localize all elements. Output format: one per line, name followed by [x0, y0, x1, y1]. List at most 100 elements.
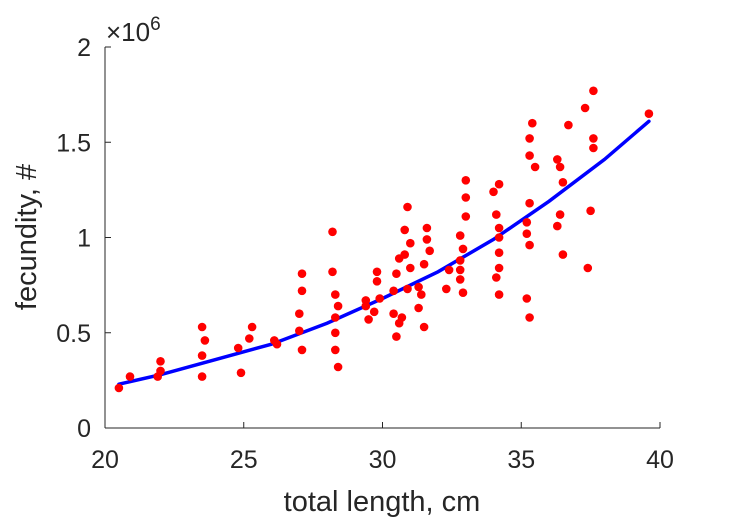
- data-point: [494, 248, 504, 257]
- data-point: [455, 256, 465, 265]
- y-tick-label: 1.5: [56, 129, 91, 157]
- y-tick-label: 1: [77, 225, 91, 253]
- axes: [104, 47, 660, 429]
- data-point: [272, 339, 282, 349]
- data-point: [461, 176, 471, 185]
- data-point: [422, 235, 432, 244]
- data-point: [492, 273, 501, 282]
- data-point: [333, 362, 343, 372]
- data-point: [525, 134, 534, 143]
- data-point: [406, 263, 415, 273]
- x-tick-label: 20: [91, 446, 119, 474]
- data-point: [331, 313, 340, 322]
- data-point: [369, 307, 379, 317]
- data-point: [553, 221, 562, 231]
- data-point: [156, 357, 165, 366]
- data-point: [245, 334, 254, 343]
- data-point: [444, 265, 454, 275]
- data-point: [414, 282, 423, 292]
- y-tick-label: 2: [77, 34, 91, 62]
- data-point: [295, 309, 304, 319]
- data-point: [494, 179, 504, 189]
- data-point: [525, 151, 534, 160]
- data-point: [233, 343, 243, 353]
- data-point: [458, 244, 468, 254]
- data-point: [328, 267, 337, 277]
- data-point: [403, 284, 412, 294]
- y-exponent: 6: [150, 14, 161, 35]
- data-point: [297, 286, 307, 296]
- data-point: [530, 162, 540, 172]
- data-point: [644, 109, 654, 118]
- data-point: [555, 162, 565, 172]
- data-point: [455, 231, 465, 240]
- data-point: [553, 155, 562, 164]
- data-point: [589, 86, 598, 96]
- y-ticks: 0 0.5 1 1.5 2: [56, 34, 111, 443]
- x-axis-label: total length, cm: [284, 486, 481, 518]
- data-point: [558, 178, 568, 187]
- data-point: [494, 223, 504, 233]
- data-point: [197, 351, 207, 360]
- data-point: [400, 225, 410, 235]
- data-point: [403, 202, 412, 212]
- data-point: [522, 294, 532, 303]
- data-point: [197, 322, 207, 332]
- data-point: [461, 193, 471, 202]
- data-point: [372, 267, 382, 277]
- data-point: [333, 301, 343, 311]
- data-point: [236, 368, 246, 378]
- data-point: [461, 212, 471, 221]
- x-tick-label: 40: [646, 446, 674, 474]
- data-point: [580, 103, 590, 113]
- data-point: [417, 290, 426, 299]
- data-point: [555, 210, 565, 219]
- data-point: [406, 238, 415, 248]
- x-ticks: 20 25 30 35 40: [91, 422, 674, 474]
- data-point: [197, 372, 207, 381]
- data-point: [589, 134, 598, 143]
- data-point: [458, 288, 468, 298]
- data-point: [389, 309, 398, 319]
- data-point: [392, 269, 401, 279]
- data-point: [295, 326, 304, 336]
- data-point: [564, 120, 573, 130]
- x-tick-label: 25: [230, 446, 258, 474]
- data-point: [583, 263, 593, 273]
- data-point: [125, 372, 135, 381]
- data-points: [114, 86, 654, 393]
- data-point: [328, 227, 337, 237]
- data-point: [422, 223, 432, 233]
- data-point: [389, 286, 398, 296]
- data-point: [156, 366, 165, 376]
- data-point: [489, 187, 498, 197]
- data-point: [558, 250, 568, 259]
- data-point: [414, 303, 423, 313]
- data-point: [200, 336, 210, 345]
- data-point: [247, 322, 257, 332]
- data-point: [297, 345, 307, 355]
- data-point: [364, 315, 373, 324]
- data-point: [331, 328, 340, 338]
- data-point: [331, 345, 340, 355]
- data-point: [492, 210, 501, 219]
- data-point: [525, 240, 534, 250]
- y-tick-label: 0.5: [56, 320, 91, 348]
- data-point: [522, 218, 532, 227]
- data-point: [586, 206, 595, 216]
- y-axis-label: fecundity, #: [11, 164, 43, 310]
- data-point: [375, 294, 385, 303]
- data-point: [425, 246, 435, 256]
- data-point: [419, 322, 429, 332]
- data-point: [372, 277, 382, 286]
- x-tick-label: 35: [507, 446, 535, 474]
- data-point: [522, 229, 532, 238]
- data-point: [494, 290, 504, 299]
- data-point: [361, 296, 371, 305]
- data-point: [494, 233, 504, 242]
- y-tick-label: 0: [77, 415, 91, 443]
- data-point: [114, 383, 124, 393]
- data-point: [528, 118, 537, 128]
- data-point: [455, 265, 465, 275]
